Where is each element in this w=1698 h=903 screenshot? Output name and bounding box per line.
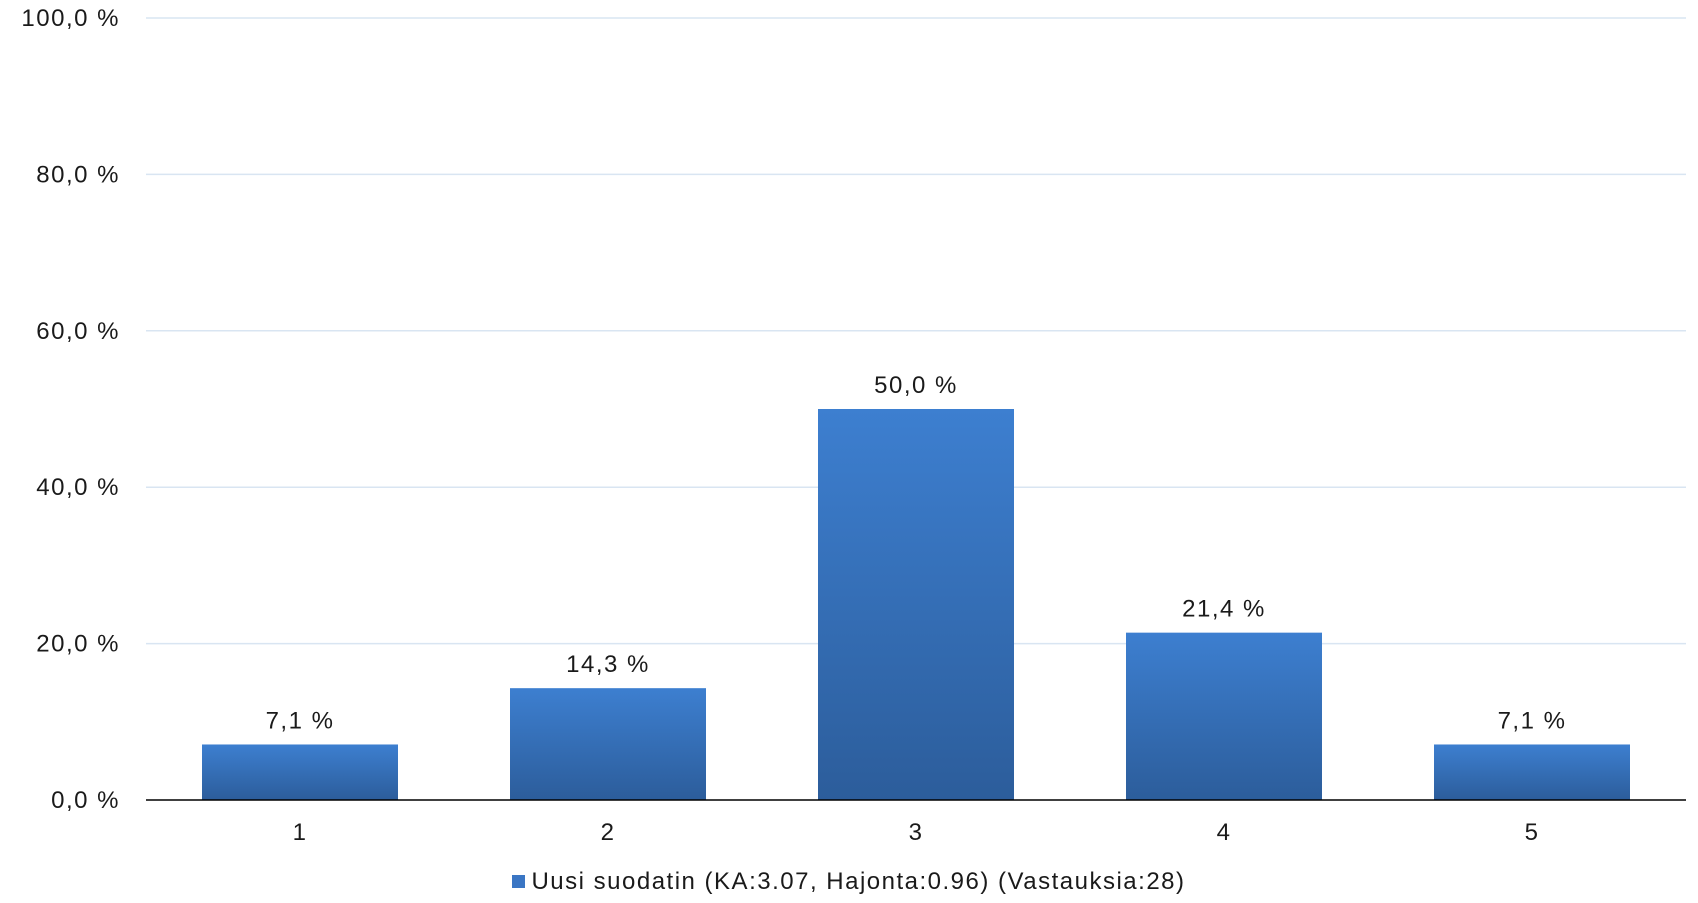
data-label: 21,4 % [1182, 596, 1266, 623]
x-tick-label: 5 [1525, 819, 1540, 846]
bar-4 [1126, 632, 1322, 800]
y-tick-label: 40,0 % [36, 474, 120, 501]
x-axis-tick-labels: 1 2 3 4 5 [293, 819, 1540, 846]
gridlines [146, 17, 1686, 645]
bar-2 [510, 688, 706, 800]
y-tick-label: 80,0 % [36, 161, 120, 188]
y-tick-label: 60,0 % [36, 318, 120, 345]
bar-5 [1434, 744, 1630, 800]
y-tick-label: 20,0 % [36, 631, 120, 658]
bars [202, 409, 1630, 800]
y-tick-label: 100,0 % [21, 5, 120, 32]
legend-swatch-icon [512, 875, 526, 888]
bar-1 [202, 744, 398, 800]
x-tick-label: 4 [1217, 819, 1232, 846]
data-label: 7,1 % [266, 707, 335, 734]
x-tick-label: 2 [601, 819, 616, 846]
data-label: 7,1 % [1498, 707, 1567, 734]
legend: Uusi suodatin (KA:3.07, Hajonta:0.96) (V… [0, 868, 1698, 896]
data-label: 14,3 % [566, 651, 650, 678]
data-label: 50,0 % [874, 372, 958, 399]
data-labels: 7,1 % 14,3 % 50,0 % 21,4 % 7,1 % [266, 372, 1567, 734]
bar-3 [818, 409, 1014, 800]
legend-label: Uusi suodatin (KA:3.07, Hajonta:0.96) (V… [531, 868, 1186, 895]
x-tick-label: 3 [909, 819, 924, 846]
y-tick-label: 0,0 % [51, 787, 120, 814]
y-axis-tick-labels: 0,0 % 20,0 % 40,0 % 60,0 % 80,0 % 100,0 % [21, 5, 120, 814]
x-tick-label: 1 [293, 819, 308, 846]
